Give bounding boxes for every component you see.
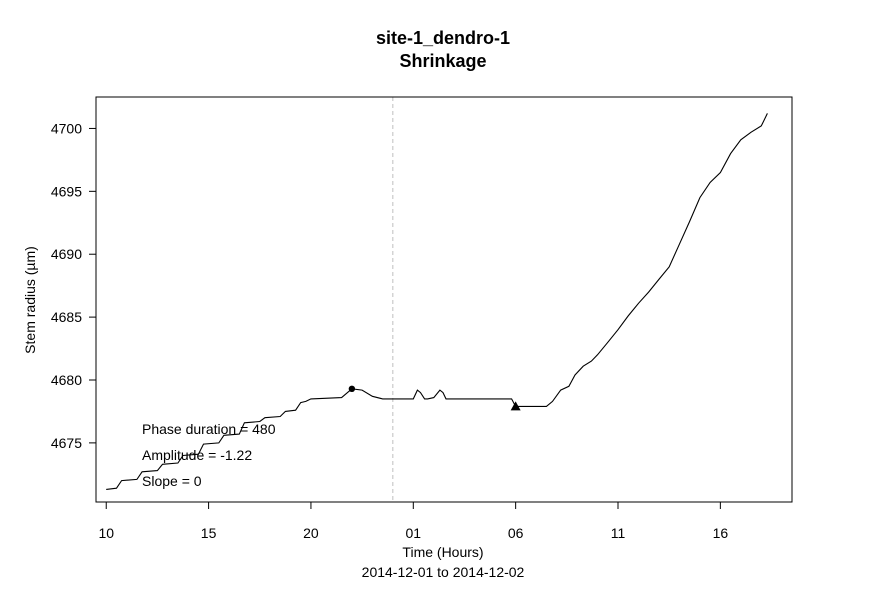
annotation-amplitude: Amplitude = -1.22 [142,447,252,463]
phase-start-marker [348,385,356,393]
x-tick-label: 11 [611,525,626,541]
y-tick-label: 4695 [51,183,82,199]
series-line [106,113,768,490]
series-layer [106,113,768,490]
x-tick-label: 20 [303,525,319,541]
x-tick-label: 01 [406,525,422,541]
x-axis-label: Time (Hours) [402,544,483,560]
x-axis: 10 15 20 01 06 11 16 [98,501,729,541]
x-tick-label: 06 [508,525,524,541]
x-tick-label: 10 [98,525,114,541]
y-tick-label: 4675 [51,435,82,451]
phase-end-marker [510,401,521,411]
y-tick-label: 4680 [51,372,82,388]
y-tick-label: 4685 [51,309,82,325]
y-tick-label: 4690 [51,246,82,262]
x-tick-label: 15 [201,525,217,541]
annotation-slope: Slope = 0 [142,473,202,489]
y-tick-label: 4700 [51,120,82,136]
plot-frame [95,96,793,503]
annotation-phase-duration: Phase duration = 480 [142,421,276,437]
phase-markers [348,385,521,411]
y-axis: 4675 4680 4685 4690 4695 4700 [51,120,97,451]
x-axis-sublabel: 2014-12-01 to 2014-12-02 [362,564,525,580]
y-axis-label: Stem radius (µm) [22,246,38,354]
chart-subtitle: Shrinkage [399,51,486,71]
chart-title: site-1_dendro-1 [376,28,510,48]
x-tick-label: 16 [713,525,729,541]
annotations: Phase duration = 480 Amplitude = -1.22 Slo… [142,421,276,489]
